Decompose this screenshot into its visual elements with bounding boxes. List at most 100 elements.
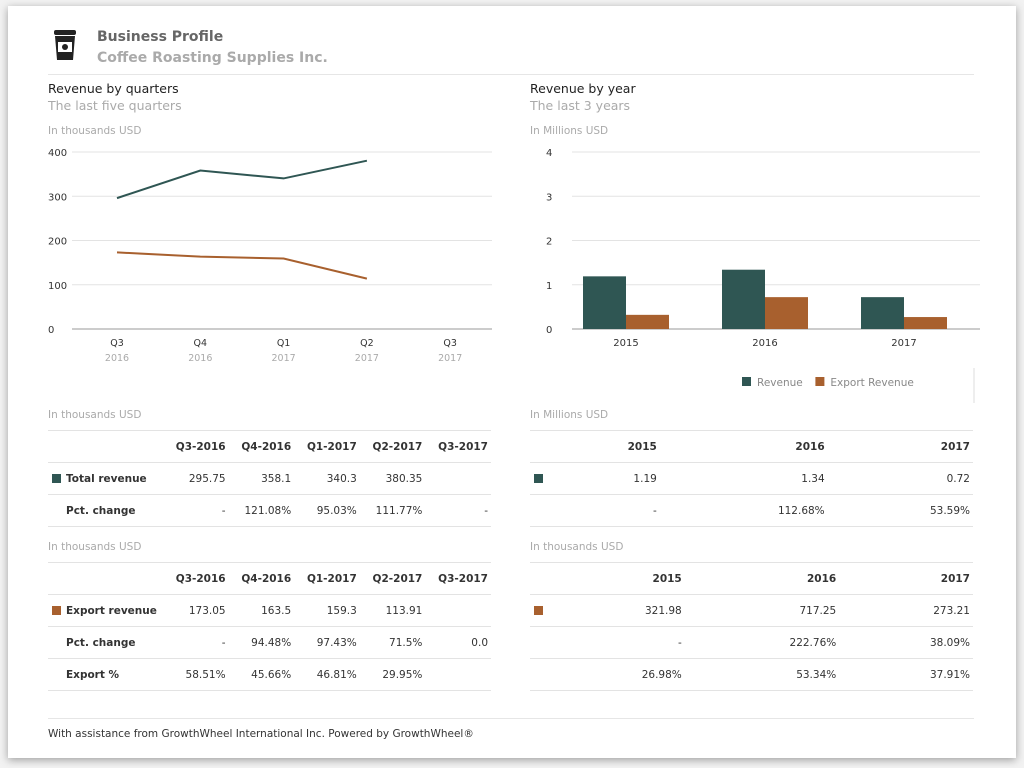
revenue-bar-chart: 0 1 2 3 4 2015 2016 2017 Revenue Export Revenue — [546, 148, 980, 403]
total-revenue-table: Q3-2016 Q4-2016 Q1-2017 Q2-2017 Q3-2017 Total… — [48, 430, 491, 527]
table-row: Export % 58.51% 45.66% 46.81% 29.95% — [48, 658, 491, 691]
color-swatch — [534, 473, 543, 483]
bar-revenue — [583, 276, 626, 329]
table-cell: 94.48% — [228, 626, 295, 659]
x-tick-label: Q1 — [277, 338, 291, 349]
row-label — [530, 594, 551, 627]
table-cell: 1.19 — [551, 462, 660, 495]
table-cell: 37.91% — [839, 658, 973, 691]
x-tick-label: 2016 — [752, 338, 777, 349]
column-header: Q3-2016 — [163, 562, 229, 595]
right-subtitle: The last 3 years — [530, 98, 631, 113]
footer-divider — [48, 718, 974, 719]
table-cell: 71.5% — [359, 626, 426, 659]
table-cell: 0.72 — [827, 462, 973, 495]
table-cell: 717.25 — [684, 594, 840, 627]
row-label-text: Total revenue — [66, 472, 147, 485]
y-tick-label: 0 — [48, 325, 54, 336]
column-header: Q3-2017 — [425, 430, 491, 463]
column-header: 2016 — [684, 562, 840, 595]
legend-swatch — [815, 377, 825, 386]
table-cell: - — [551, 626, 685, 659]
bar-export-revenue — [904, 317, 947, 329]
row-label-text: Export revenue — [66, 604, 157, 617]
table-cell — [425, 594, 491, 627]
export-revenue-table: Q3-2016 Q4-2016 Q1-2017 Q2-2017 Q3-2017 Expor… — [48, 562, 491, 691]
column-header: 2015 — [551, 562, 685, 595]
yearly-export-table: 2015 2016 2017 321.98 717.25 273.21-222.76% 38… — [530, 562, 973, 691]
column-header: Q1-2017 — [294, 562, 360, 595]
x-tick-year: 2017 — [272, 353, 296, 364]
table-cell: 26.98% — [551, 658, 685, 691]
row-label-text: Pct. change — [66, 504, 136, 517]
x-tick-year: 2017 — [355, 353, 379, 364]
table-row: Total revenue 295.75 358.1 340.3 380.35 — [48, 462, 491, 495]
t2-unit: In thousands USD — [48, 541, 142, 553]
table-cell: 97.43% — [294, 626, 360, 659]
table-cell: - — [551, 494, 660, 527]
coffee-cup-icon — [54, 30, 76, 60]
legend-label: Export Revenue — [830, 377, 913, 389]
series-line-1 — [116, 251, 368, 280]
corner-cell — [530, 430, 551, 463]
header-row: 2015 2016 2017 — [530, 430, 973, 463]
column-header: Q2-2017 — [359, 430, 426, 463]
row-label — [530, 658, 551, 691]
color-swatch — [52, 473, 61, 483]
table-cell: 273.21 — [839, 594, 973, 627]
y-tick-label: 200 — [48, 237, 67, 248]
y-tick-label: 300 — [48, 192, 67, 203]
color-swatch — [534, 605, 543, 615]
table-cell: 112.68% — [659, 494, 828, 527]
table-cell: - — [425, 494, 491, 527]
table-cell: 111.77% — [359, 494, 426, 527]
column-header: 2017 — [839, 562, 973, 595]
x-tick-year: 2017 — [438, 353, 462, 364]
header-row: Q3-2016 Q4-2016 Q1-2017 Q2-2017 Q3-2017 — [48, 562, 491, 595]
table-cell: 222.76% — [684, 626, 840, 659]
y-tick-label: 1 — [546, 281, 552, 292]
x-tick-label: Q3 — [110, 338, 124, 349]
row-label-text: Pct. change — [66, 636, 136, 649]
table-cell: 45.66% — [228, 658, 295, 691]
column-header: 2015 — [551, 430, 660, 463]
right-title: Revenue by year — [530, 81, 636, 96]
table-row: Pct. change -94.48% 97.43% 71.5% 0.0 — [48, 626, 491, 659]
page-title: Business Profile — [97, 29, 224, 45]
left-unit: In thousands USD — [48, 125, 142, 137]
table-cell: 1.34 — [659, 462, 828, 495]
table-row: -112.68% 53.59% — [530, 494, 973, 527]
column-header: Q3-2017 — [425, 562, 491, 595]
left-subtitle: The last five quarters — [48, 98, 182, 113]
column-header: Q3-2016 — [163, 430, 229, 463]
table-row: 321.98 717.25 273.21 — [530, 594, 973, 627]
y-tick-label: 4 — [546, 148, 552, 159]
table-cell: 38.09% — [839, 626, 973, 659]
row-label: Pct. change — [48, 626, 163, 659]
row-label — [530, 494, 551, 527]
corner-cell — [530, 562, 551, 595]
business-profile-card: Business Profile Coffee Roasting Supplie… — [8, 6, 1016, 758]
table-cell — [425, 462, 491, 495]
x-tick-label: Q4 — [194, 338, 208, 349]
table-cell: 121.08% — [228, 494, 295, 527]
company-name: Coffee Roasting Supplies Inc. — [97, 50, 328, 66]
x-tick-year: 2016 — [105, 353, 129, 364]
yearly-revenue-table: 2015 2016 2017 1.19 1.34 0.72-112.68% 53.59% — [530, 430, 973, 527]
table-cell: 380.35 — [359, 462, 426, 495]
table-cell: 58.51% — [163, 658, 229, 691]
row-label-text: Export % — [66, 668, 120, 681]
right-unit: In Millions USD — [530, 125, 609, 137]
column-header: Q2-2017 — [359, 562, 426, 595]
table-cell: 95.03% — [294, 494, 360, 527]
row-label: Export % — [48, 658, 163, 691]
column-header: 2017 — [827, 430, 973, 463]
column-header: Q4-2016 — [228, 430, 295, 463]
table-cell: 113.91 — [359, 594, 426, 627]
header-row: Q3-2016 Q4-2016 Q1-2017 Q2-2017 Q3-2017 — [48, 430, 491, 463]
table-cell: 295.75 — [163, 462, 229, 495]
corner-cell — [48, 562, 163, 595]
color-swatch — [52, 605, 61, 615]
table-row: Export revenue 173.05 163.5 159.3 113.91 — [48, 594, 491, 627]
column-header: 2016 — [659, 430, 828, 463]
